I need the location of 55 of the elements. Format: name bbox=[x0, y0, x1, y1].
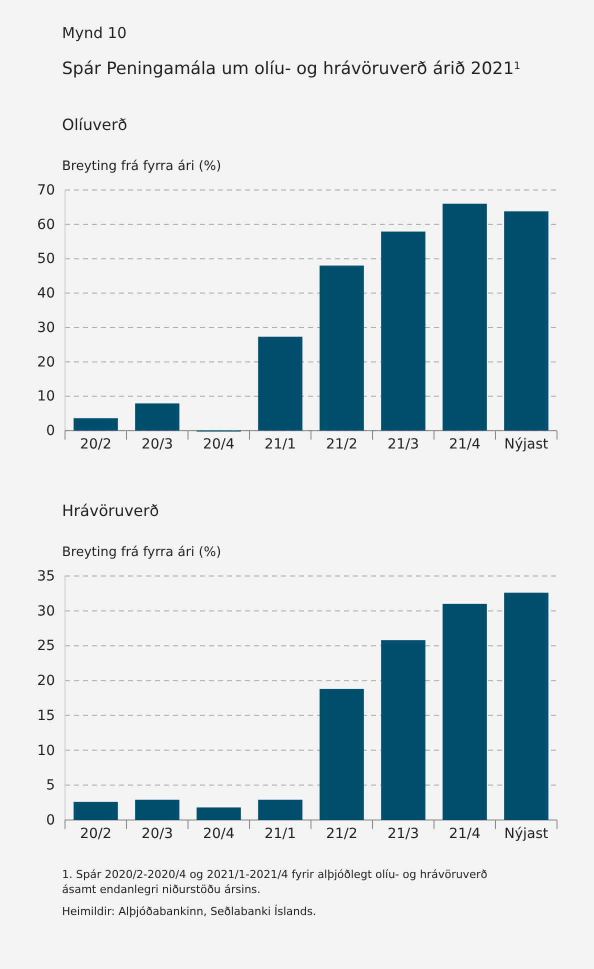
y-tick-label: 25 bbox=[37, 638, 55, 654]
x-tick-label: 21/1 bbox=[264, 436, 296, 453]
x-tick-label: 21/4 bbox=[449, 436, 481, 453]
bar bbox=[258, 800, 302, 820]
y-tick-label: 20 bbox=[37, 673, 55, 690]
y-tick-label: 60 bbox=[37, 216, 55, 233]
y-tick-label: 0 bbox=[46, 812, 55, 828]
x-tick-label: 21/4 bbox=[449, 826, 481, 842]
bar bbox=[74, 802, 118, 820]
y-tick-label: 40 bbox=[37, 286, 55, 302]
y-tick-label: 30 bbox=[37, 320, 55, 336]
y-tick-label: 20 bbox=[37, 354, 55, 370]
x-tick-label: 21/2 bbox=[326, 826, 358, 842]
bar bbox=[74, 418, 118, 431]
x-tick-label: 21/3 bbox=[388, 826, 419, 842]
x-tick-label: 20/2 bbox=[80, 436, 112, 453]
y-tick-label: 30 bbox=[37, 603, 55, 620]
x-tick-label: 21/1 bbox=[264, 826, 296, 842]
x-tick-label: 21/2 bbox=[326, 436, 358, 453]
y-tick-label: 10 bbox=[37, 388, 55, 405]
x-tick-label: Nýjast bbox=[504, 436, 549, 453]
bar bbox=[381, 232, 426, 431]
bar bbox=[504, 592, 548, 820]
y-tick-label: 70 bbox=[37, 182, 55, 198]
text: Spár Peningamála um olíu- og hrávöruverð árið 2021$^{1}$ bbox=[62, 59, 520, 79]
bar bbox=[442, 204, 487, 431]
bar bbox=[135, 800, 180, 820]
text: Mynd 10 bbox=[62, 24, 127, 42]
y-tick-label: 10 bbox=[37, 742, 55, 759]
bar bbox=[135, 403, 180, 431]
y-tick-label: 50 bbox=[37, 251, 55, 268]
bar bbox=[320, 688, 364, 820]
y-axis-title: Breyting frá fyrra ári (%) bbox=[62, 159, 222, 174]
x-tick-label: Nýjast bbox=[504, 826, 549, 842]
y-axis-title: Breyting frá fyrra ári (%) bbox=[62, 545, 222, 560]
x-tick-label: 20/3 bbox=[142, 436, 173, 453]
bar bbox=[320, 266, 364, 431]
text: 1. Spár 2020/2-2020/4 og 2021/1-2021/4 fyrir alþjóðlegt olíu- og hrávöruverð ásamt endanlegri niðurstöðu ársins. bbox=[62, 868, 488, 896]
y-tick-label: 35 bbox=[37, 568, 55, 584]
x-tick-label: 20/4 bbox=[203, 436, 235, 453]
x-tick-label: 20/3 bbox=[142, 826, 173, 842]
bar bbox=[504, 211, 548, 431]
bar bbox=[442, 604, 487, 820]
chart-title: Hrávöruverð bbox=[62, 502, 159, 520]
bar bbox=[196, 807, 241, 820]
chart-title: Olíuverð bbox=[62, 116, 128, 134]
text: Heimildir: Alþjóðabankinn, Seðlabanki Íslands. bbox=[62, 904, 316, 918]
y-tick-label: 0 bbox=[46, 423, 55, 440]
x-tick-label: 20/4 bbox=[203, 826, 235, 842]
y-tick-label: 15 bbox=[37, 708, 55, 724]
bar bbox=[381, 640, 426, 820]
x-tick-label: 21/3 bbox=[388, 436, 419, 453]
x-tick-label: 20/2 bbox=[80, 826, 112, 842]
y-tick-label: 5 bbox=[46, 778, 55, 794]
bar bbox=[258, 336, 302, 431]
